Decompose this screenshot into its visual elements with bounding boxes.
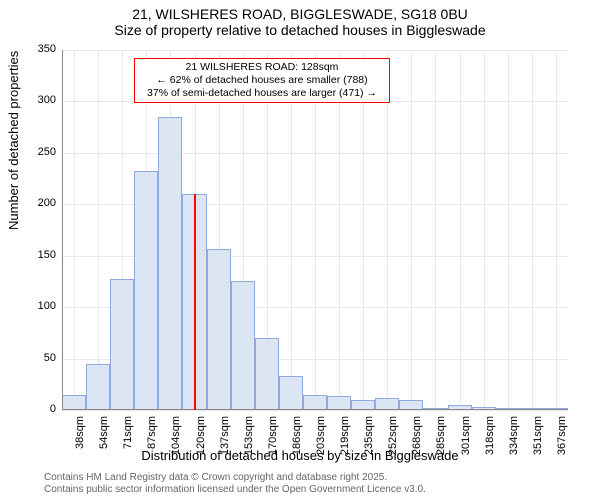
gridline-vertical bbox=[460, 50, 461, 410]
property-marker-line bbox=[194, 194, 196, 410]
gridline-vertical bbox=[291, 50, 292, 410]
plot-region: 05010015020025030035038sqm54sqm71sqm87sq… bbox=[62, 50, 568, 410]
histogram-bar bbox=[110, 279, 134, 410]
y-tick-label: 350 bbox=[26, 43, 56, 55]
y-tick-label: 250 bbox=[26, 146, 56, 158]
gridline-vertical bbox=[98, 50, 99, 410]
gridline-vertical bbox=[532, 50, 533, 410]
y-tick-label: 100 bbox=[26, 300, 56, 312]
footer-line2: Contains public sector information licen… bbox=[44, 484, 426, 496]
y-axis-label: Number of detached properties bbox=[6, 51, 21, 230]
histogram-bar bbox=[134, 171, 158, 410]
chart-title-block: 21, WILSHERES ROAD, BIGGLESWADE, SG18 0B… bbox=[0, 0, 600, 38]
y-tick-label: 300 bbox=[26, 94, 56, 106]
gridline-vertical bbox=[556, 50, 557, 410]
annotation-line: 37% of semi-detached houses are larger (… bbox=[141, 87, 383, 100]
y-tick-label: 200 bbox=[26, 197, 56, 209]
gridline-horizontal bbox=[62, 410, 568, 411]
histogram-bar bbox=[62, 395, 86, 410]
gridline-vertical bbox=[315, 50, 316, 410]
chart-plot-area: 05010015020025030035038sqm54sqm71sqm87sq… bbox=[62, 50, 568, 410]
y-axis-line bbox=[62, 50, 63, 410]
y-tick-label: 0 bbox=[26, 403, 56, 415]
footer-line1: Contains HM Land Registry data © Crown c… bbox=[44, 472, 426, 484]
chart-title-line2: Size of property relative to detached ho… bbox=[0, 22, 600, 38]
chart-title-line1: 21, WILSHERES ROAD, BIGGLESWADE, SG18 0B… bbox=[0, 6, 600, 22]
gridline-vertical bbox=[339, 50, 340, 410]
annotation-line: ← 62% of detached houses are smaller (78… bbox=[141, 74, 383, 87]
gridline-vertical bbox=[484, 50, 485, 410]
histogram-bar bbox=[255, 338, 279, 410]
histogram-bar bbox=[207, 249, 231, 410]
gridline-vertical bbox=[411, 50, 412, 410]
gridline-vertical bbox=[74, 50, 75, 410]
footer-attribution: Contains HM Land Registry data © Crown c… bbox=[44, 472, 426, 496]
gridline-vertical bbox=[508, 50, 509, 410]
y-tick-label: 150 bbox=[26, 249, 56, 261]
histogram-bar bbox=[86, 364, 110, 410]
histogram-bar bbox=[158, 117, 182, 410]
x-axis-line bbox=[62, 409, 568, 410]
gridline-vertical bbox=[387, 50, 388, 410]
histogram-bar bbox=[279, 376, 303, 410]
gridline-vertical bbox=[363, 50, 364, 410]
gridline-vertical bbox=[435, 50, 436, 410]
y-tick-label: 50 bbox=[26, 352, 56, 364]
histogram-bar bbox=[327, 396, 351, 410]
histogram-bar bbox=[303, 395, 327, 410]
annotation-line: 21 WILSHERES ROAD: 128sqm bbox=[141, 61, 383, 74]
histogram-bar bbox=[231, 281, 255, 410]
annotation-callout: 21 WILSHERES ROAD: 128sqm← 62% of detach… bbox=[134, 58, 390, 103]
x-axis-label: Distribution of detached houses by size … bbox=[0, 448, 600, 463]
